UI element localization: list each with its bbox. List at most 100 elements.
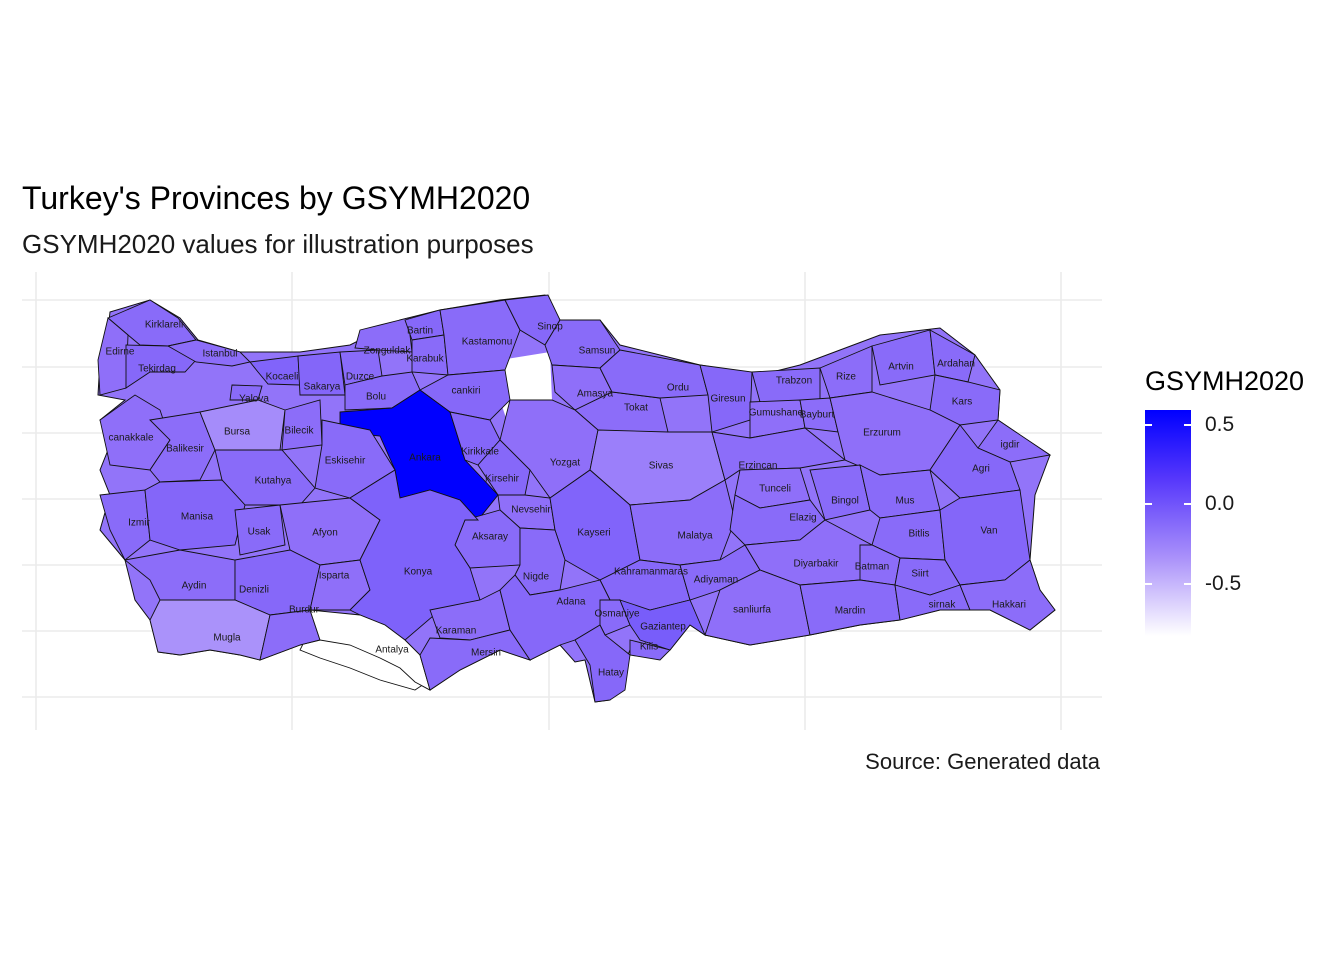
province-label: Kars xyxy=(952,397,973,408)
province-label: Hatay xyxy=(598,668,624,679)
province-shapes xyxy=(97,294,1056,703)
province-label: Bolu xyxy=(366,392,386,403)
province-kirsehir xyxy=(477,439,531,496)
province-label: igdir xyxy=(1001,440,1021,451)
province-label: Adana xyxy=(557,597,586,608)
province-kocaeli xyxy=(249,355,301,386)
province-mugla xyxy=(149,599,271,661)
legend-colorbar xyxy=(1145,410,1191,636)
province-label: Duzce xyxy=(346,372,375,383)
province-label: Rize xyxy=(836,372,856,383)
province-label: Hakkari xyxy=(992,600,1026,611)
province-label: Nevsehir xyxy=(511,505,551,516)
province-label: Afyon xyxy=(312,528,338,539)
province-manisa xyxy=(144,479,246,551)
province-label: Batman xyxy=(855,562,889,573)
province-label: Aydin xyxy=(182,581,207,592)
province-label: Tunceli xyxy=(759,484,791,495)
chart-subtitle: GSYMH2020 values for illustration purpos… xyxy=(22,229,534,259)
province-giresun xyxy=(699,364,753,433)
province-ordu xyxy=(599,349,709,399)
province-label: Mersin xyxy=(471,648,501,659)
province-label: Bitlis xyxy=(908,529,929,540)
province-label: Kilis xyxy=(640,642,658,653)
province-label: Agri xyxy=(972,464,990,475)
province-bursa xyxy=(199,399,286,451)
legend-tickmark-left xyxy=(1145,583,1152,585)
legend-tick-label: 0.5 xyxy=(1205,413,1235,436)
province-label: Burdur xyxy=(289,605,320,616)
province-label: Denizli xyxy=(239,585,269,596)
province-label: Mardin xyxy=(835,606,866,617)
province-label: Isparta xyxy=(319,571,350,582)
province-label: Mus xyxy=(896,496,915,507)
province-erzincan xyxy=(711,427,847,481)
province-label: Sinop xyxy=(537,322,563,333)
legend-tickmark-right xyxy=(1184,424,1191,426)
province-label: Gaziantep xyxy=(640,622,686,633)
province-label: Ankara xyxy=(409,453,441,464)
province-label: Gumushane xyxy=(749,408,804,419)
province-label: canakkale xyxy=(108,433,153,444)
province-label: Sakarya xyxy=(304,382,341,393)
legend-tick-label: -0.5 xyxy=(1205,572,1242,595)
province-label: Osmaniye xyxy=(594,609,639,620)
province-label: Van xyxy=(980,526,997,537)
province-label: sanliurfa xyxy=(733,605,771,616)
province-label: Karabuk xyxy=(406,354,444,365)
province-label: Bartin xyxy=(407,326,433,337)
legend-title: GSYMH2020 xyxy=(1145,366,1305,396)
province-label: Elazig xyxy=(789,513,816,524)
province-hakkari xyxy=(959,559,1056,631)
province-label: Tekirdag xyxy=(138,364,176,375)
legend-tickmark-right xyxy=(1184,503,1191,505)
province-label: Trabzon xyxy=(776,376,812,387)
province-label: Amasya xyxy=(577,389,614,400)
province-label: Istanbul xyxy=(202,349,237,360)
province-label: cankiri xyxy=(452,386,481,397)
province-label: Kirklareli xyxy=(145,320,183,331)
province-label: Bilecik xyxy=(285,426,315,437)
province-label: Ardahan xyxy=(937,359,975,370)
legend-tickmark-right xyxy=(1184,583,1191,585)
province-label: Malatya xyxy=(677,531,712,542)
province-label: Bursa xyxy=(224,427,251,438)
province-label: Kahramanmaras xyxy=(614,567,688,578)
province-label: Erzincan xyxy=(739,461,778,472)
province-label: Diyarbakir xyxy=(793,559,839,570)
province-osmaniye xyxy=(599,599,631,636)
province-label: Tokat xyxy=(624,403,648,414)
province-label: Yozgat xyxy=(550,458,580,469)
province-label: Samsun xyxy=(579,346,616,357)
province-label: Siirt xyxy=(911,569,928,580)
province-label: Nigde xyxy=(523,572,550,583)
province-label: Kayseri xyxy=(577,528,610,539)
province-label: Mugla xyxy=(213,633,241,644)
color-legend: GSYMH2020 0.5 0.0 -0.5 xyxy=(1145,366,1305,636)
province-label: Kirikkale xyxy=(461,447,499,458)
province-izmir xyxy=(99,489,151,561)
province-label: Izmir xyxy=(128,518,150,529)
legend-tick-label: 0.0 xyxy=(1205,492,1235,515)
province-label: Artvin xyxy=(888,362,914,373)
province-mus xyxy=(859,464,941,519)
province-hatay xyxy=(574,624,631,703)
province-zonguldak xyxy=(354,317,413,353)
province-label: Kocaeli xyxy=(266,372,299,383)
province-label: Aksaray xyxy=(472,532,508,543)
province-label: Bingol xyxy=(831,496,859,507)
province-label: Ordu xyxy=(667,383,689,394)
province-label: Kutahya xyxy=(255,476,292,487)
province-label: Antalya xyxy=(375,645,409,656)
province-label: Eskisehir xyxy=(325,456,366,467)
source-caption: Source: Generated data xyxy=(865,749,1100,774)
province-label: Usak xyxy=(248,527,272,538)
province-label: Konya xyxy=(404,567,433,578)
province-gaziantep xyxy=(619,599,707,651)
province-label: Erzurum xyxy=(863,428,901,439)
province-label: Adiyaman xyxy=(694,575,738,586)
chart-title: Turkey's Provinces by GSYMH2020 xyxy=(22,180,531,216)
province-label: sirnak xyxy=(929,600,957,611)
province-label: Zonguldak xyxy=(364,346,412,357)
